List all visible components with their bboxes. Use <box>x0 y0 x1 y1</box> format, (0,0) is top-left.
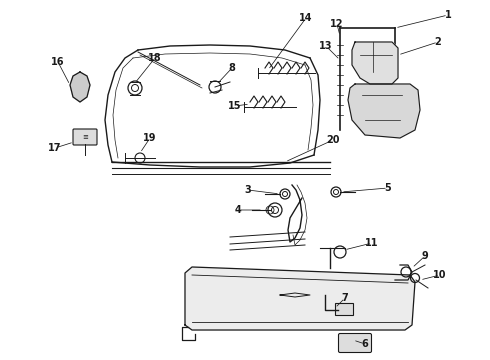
FancyBboxPatch shape <box>73 129 97 145</box>
Text: 14: 14 <box>299 13 313 23</box>
Text: 19: 19 <box>143 133 157 143</box>
FancyBboxPatch shape <box>339 333 371 352</box>
Text: 6: 6 <box>362 339 368 349</box>
Polygon shape <box>348 84 420 138</box>
Text: 1: 1 <box>444 10 451 20</box>
Polygon shape <box>185 267 415 330</box>
Text: 2: 2 <box>435 37 441 47</box>
Text: 10: 10 <box>433 270 447 280</box>
Polygon shape <box>70 72 90 102</box>
Text: 9: 9 <box>421 251 428 261</box>
Text: 4: 4 <box>235 205 242 215</box>
Bar <box>335 303 353 315</box>
Polygon shape <box>352 42 398 84</box>
Text: 17: 17 <box>48 143 62 153</box>
Text: 12: 12 <box>330 19 344 29</box>
Text: 5: 5 <box>385 183 392 193</box>
Text: 13: 13 <box>319 41 333 51</box>
Text: ≡: ≡ <box>82 134 88 140</box>
Text: 3: 3 <box>245 185 251 195</box>
Text: 20: 20 <box>326 135 340 145</box>
Text: 7: 7 <box>342 293 348 303</box>
Text: 18: 18 <box>148 53 162 63</box>
Text: 11: 11 <box>365 238 379 248</box>
Text: 16: 16 <box>51 57 65 67</box>
Text: 8: 8 <box>228 63 235 73</box>
Text: 15: 15 <box>228 101 242 111</box>
